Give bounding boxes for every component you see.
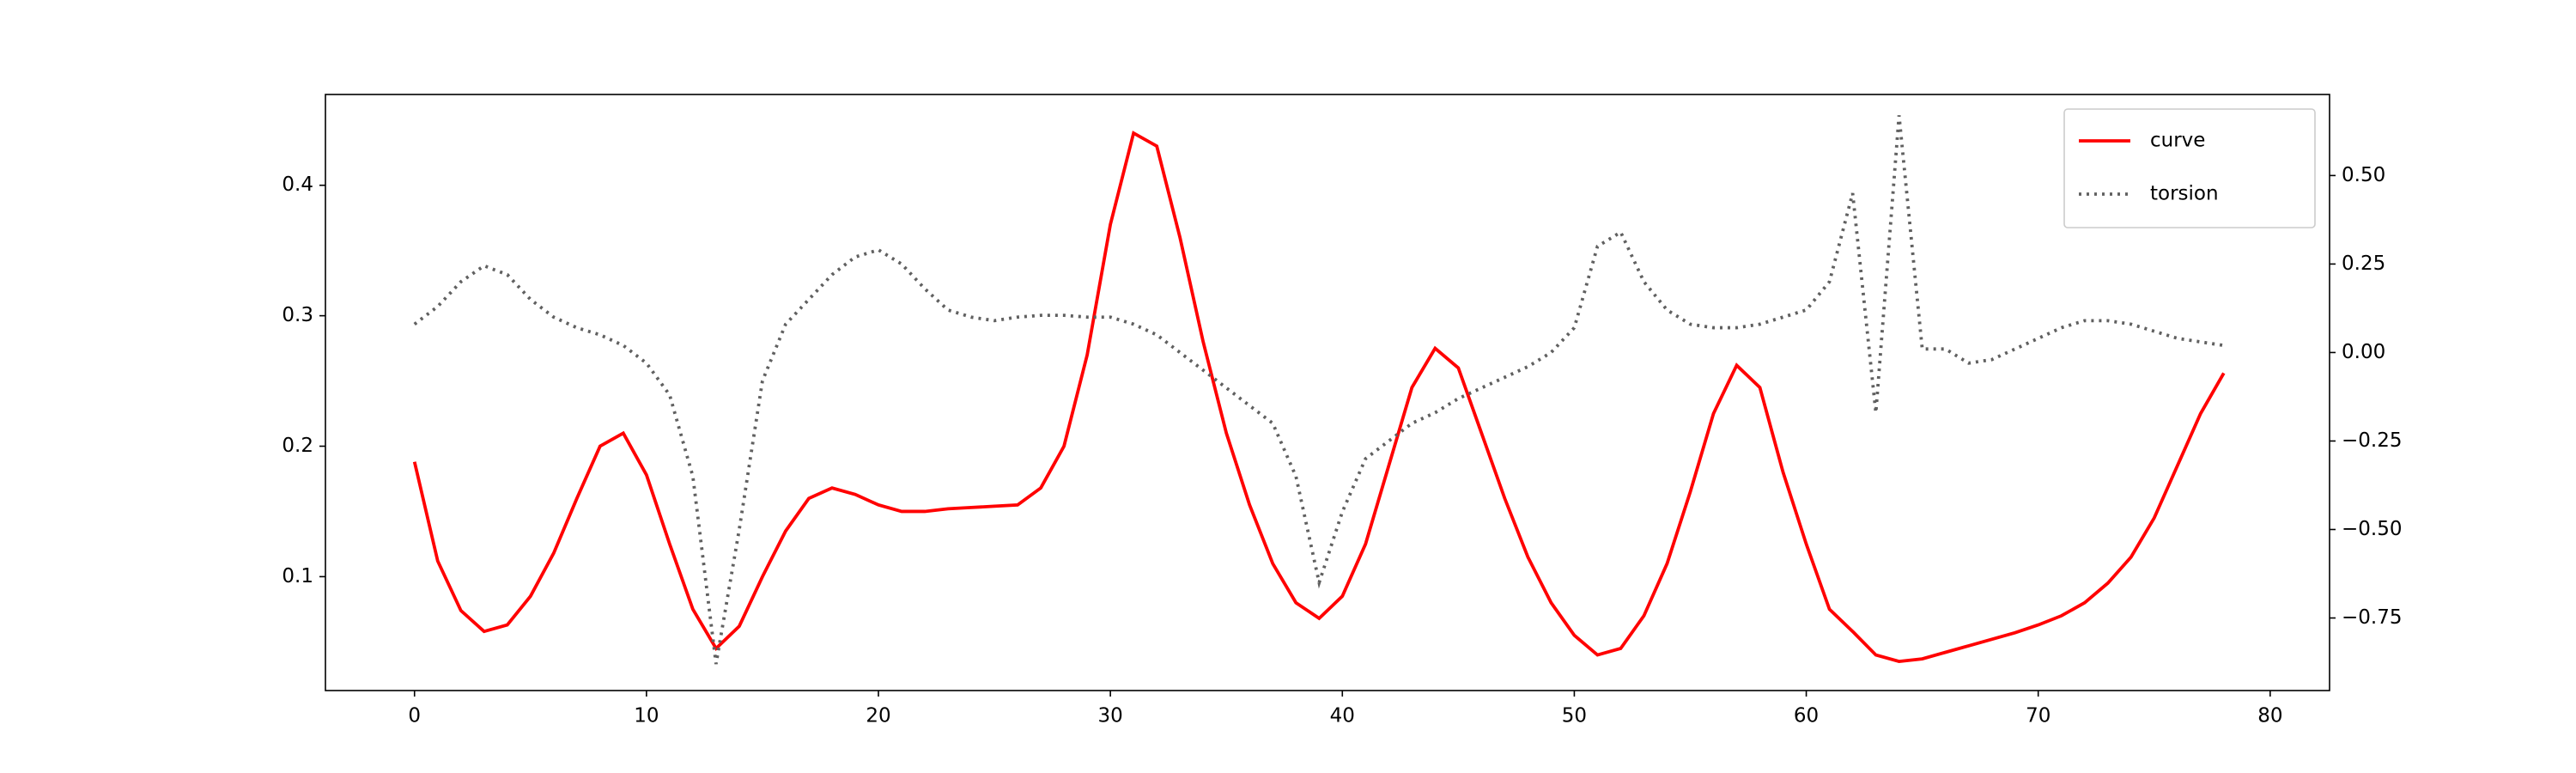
legend-box	[2063, 108, 2316, 228]
y2-tick-label: 0.25	[2342, 253, 2385, 275]
x-tick-label: 40	[1330, 705, 1355, 727]
x-tick-label: 10	[634, 705, 659, 727]
y-tick-label: 0.2	[282, 435, 313, 457]
legend-label: torsion	[2150, 183, 2219, 205]
y2-tick-label: −0.75	[2342, 606, 2402, 629]
y2-tick-label: 0.50	[2342, 164, 2385, 186]
y2-tick-label: 0.00	[2342, 341, 2385, 363]
y-tick-label: 0.3	[282, 304, 313, 326]
y2-tick-label: −0.25	[2342, 429, 2402, 452]
y-tick-label: 0.1	[282, 565, 313, 587]
series-line	[412, 131, 2226, 664]
x-tick-label: 60	[1794, 705, 1819, 727]
y-tick-label: 0.4	[282, 173, 313, 196]
x-tick-label: 80	[2257, 705, 2282, 727]
plot-frame	[325, 94, 2330, 691]
y2-tick-label: −0.50	[2342, 518, 2402, 540]
legend-label: curve	[2150, 130, 2205, 152]
x-tick-label: 30	[1098, 705, 1123, 727]
x-tick-label: 20	[866, 705, 890, 727]
series-line	[413, 115, 2225, 665]
x-tick-label: 50	[1562, 705, 1587, 727]
x-tick-label: 0	[408, 705, 421, 727]
x-tick-label: 70	[2026, 705, 2050, 727]
